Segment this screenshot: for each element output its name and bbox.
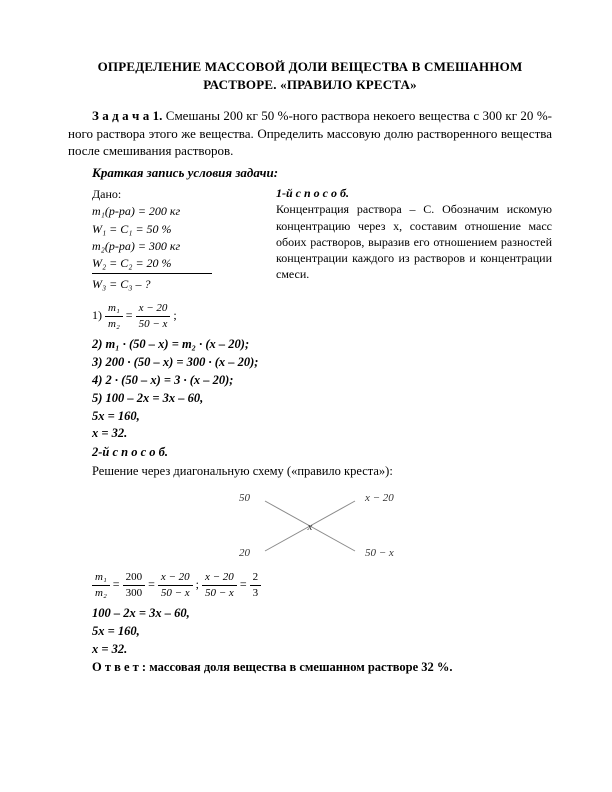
given-label: Дано: [92,186,252,202]
method2-intro: Решение через диагональную схему («прави… [92,463,552,480]
cross-br: 50 − x [365,547,394,559]
step-3: 3) 200 · (50 – x) = 300 · (x – 20); [92,354,552,371]
step-1: 1) m₁ m₂ = x − 20 50 − x ; [92,301,552,332]
frac-x20-50x-b: x − 20 50 − x [158,570,193,601]
step-2: 2) m₁ · (50 – x) = m₂ · (x – 20); [92,336,552,353]
final-1: 100 – 2x = 3x – 60, [92,605,552,622]
frac-x20-50x-c: x − 20 50 − x [202,570,237,601]
answer-label: О т в е т : [92,660,149,674]
step-7: x = 32. [92,425,552,442]
given-1: m₁(р-ра) = 200 кг [92,203,252,219]
given-and-method1: Дано: m₁(р-ра) = 200 кг W₁ = C₁ = 50 % m… [92,185,552,293]
frac-m1m2: m₁ m₂ [92,570,110,601]
frac-2-3: 2 3 [250,570,262,601]
method1-label: 1-й с п о с о б. [276,185,552,201]
frac-x20-50x: x − 20 50 − x [136,301,171,332]
title-line-1: ОПРЕДЕЛЕНИЕ МАССОВОЙ ДОЛИ ВЕЩЕСТВА В СМЕ… [68,58,552,76]
frac-num: x − 20 [136,301,171,317]
cross-tl: 50 [239,492,251,504]
method2-label: 2-й с п о с о б. [92,444,552,461]
task-paragraph: З а д а ч а 1. Смешаны 200 кг 50 %-ного … [68,107,552,160]
step-4: 4) 2 · (50 – x) = 3 · (x – 20); [92,372,552,389]
step1-prefix: 1) [92,309,105,323]
given-5: W₃ = C₃ – ? [92,276,252,292]
step-6: 5x = 160, [92,408,552,425]
method1-block: 1-й с п о с о б. Концентрация раствора –… [276,185,552,293]
ratio-line: m₁ m₂ = 200 300 = x − 20 50 − x ; x − 20… [92,570,552,601]
frac-den: m₂ [105,317,123,332]
step1-suffix: ; [173,309,176,323]
eq-sign-1: = [126,309,136,323]
given-4: W₂ = C₂ = 20 % [92,255,252,271]
given-3: m₂(р-ра) = 300 кг [92,238,252,254]
brief-label: Краткая запись условия задачи: [68,164,552,182]
given-divider [92,273,212,274]
final-2: 5x = 160, [92,623,552,640]
cross-diagram: 50 x − 20 x 20 50 − x [68,486,552,566]
answer-text: массовая доля вещества в смешанном раств… [149,660,452,674]
cross-center: x [307,521,313,533]
frac-200-300: 200 300 [123,570,146,601]
given-2: W₁ = C₁ = 50 % [92,221,252,237]
title-line-2: РАСТВОРЕ. «ПРАВИЛО КРЕСТА» [68,76,552,94]
final-steps: 100 – 2x = 3x – 60, 5x = 160, x = 32. [92,605,552,658]
answer-line: О т в е т : массовая доля вещества в сме… [92,659,552,676]
cross-bl: 20 [239,547,251,559]
frac-num: m₁ [105,301,123,317]
method1-text: Концентрация раствора – C. Обозначим иск… [276,201,552,282]
task-label: З а д а ч а 1. [92,108,162,123]
frac-den: 50 − x [136,317,171,332]
final-3: x = 32. [92,641,552,658]
given-block: Дано: m₁(р-ра) = 200 кг W₁ = C₁ = 50 % m… [92,185,252,293]
steps-method1: 2) m₁ · (50 – x) = m₂ · (x – 20); 3) 200… [92,336,552,442]
cross-tr: x − 20 [364,492,394,504]
frac-m1-m2: m₁ m₂ [105,301,123,332]
cross-svg: 50 x − 20 x 20 50 − x [195,486,425,566]
page-title: ОПРЕДЕЛЕНИЕ МАССОВОЙ ДОЛИ ВЕЩЕСТВА В СМЕ… [68,58,552,93]
step-5: 5) 100 – 2x = 3x – 60, [92,390,552,407]
